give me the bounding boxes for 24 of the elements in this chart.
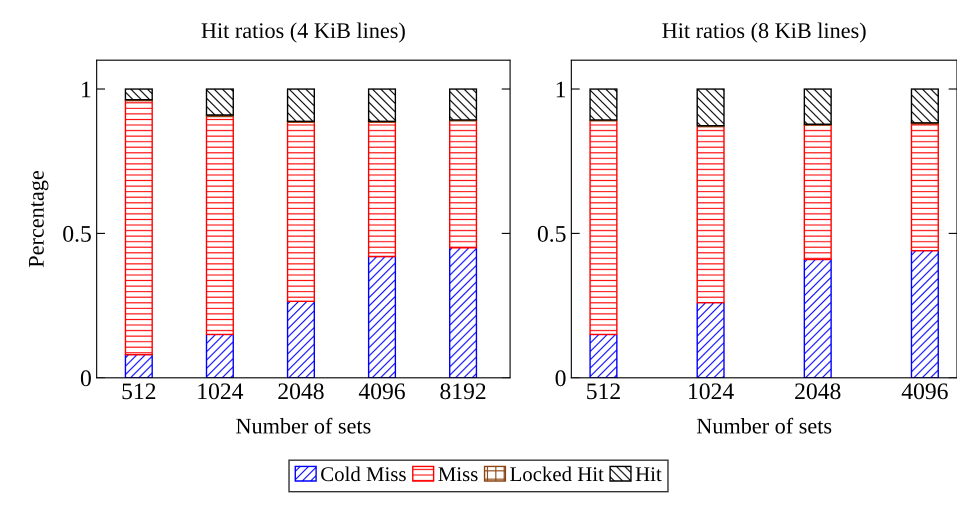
y-axis-title: Percentage: [29, 171, 48, 268]
y-tick-label: 0.5: [63, 226, 91, 242]
legend-label: Cold Miss: [321, 466, 406, 482]
x-axis-title: Number of sets: [696, 418, 832, 434]
x-tick-label: 1024: [689, 383, 734, 400]
chart-title: Hit ratios (4 KiB lines): [202, 22, 405, 43]
x-tick-label: 4096: [902, 383, 948, 400]
y-tick-label: 0: [556, 370, 566, 386]
y-tick-label: 1: [556, 82, 566, 98]
chart-title: Hit ratios (8 KiB lines): [662, 22, 866, 43]
y-tick-label: 0.5: [538, 226, 566, 242]
x-tick-label: 512: [122, 383, 156, 400]
legend-label: Hit: [636, 467, 662, 482]
x-tick-label: 4096: [358, 383, 405, 400]
y-tick-label: 0: [80, 370, 91, 386]
x-tick-label: 512: [587, 383, 620, 400]
x-axis-title: Number of sets: [236, 418, 370, 434]
legend-label: Miss: [438, 467, 478, 482]
legend-label: Locked Hit: [510, 466, 604, 482]
x-tick-label: 2048: [795, 383, 840, 400]
x-tick-label: 2048: [278, 383, 324, 400]
x-tick-label: 1024: [198, 383, 244, 400]
x-tick-label: 8192: [440, 383, 486, 400]
y-tick-label: 1: [82, 82, 90, 98]
